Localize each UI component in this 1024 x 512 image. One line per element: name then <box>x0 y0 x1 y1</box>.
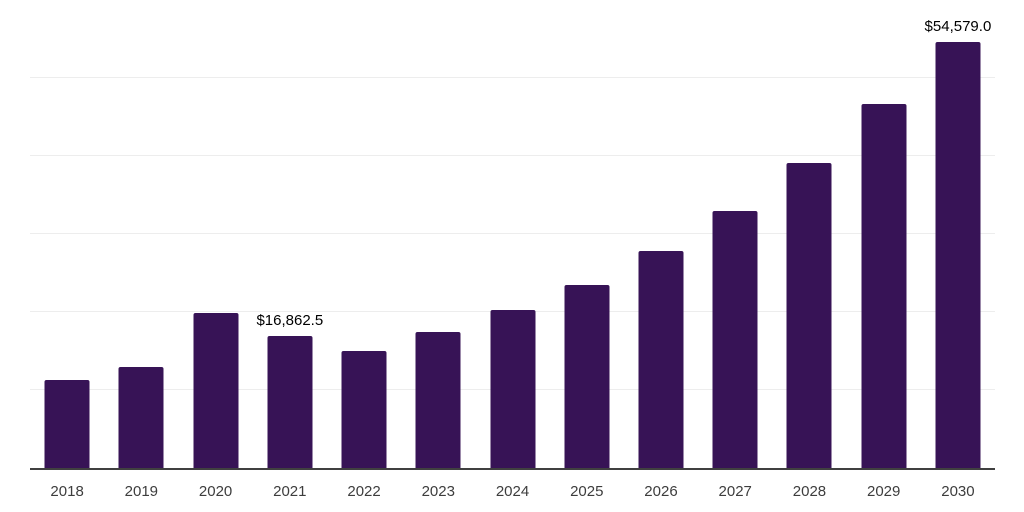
bar-slot-2029 <box>847 2 921 468</box>
bar-2019 <box>118 367 164 468</box>
x-axis-label-2022: 2022 <box>347 483 381 500</box>
bar-slot-2025 <box>550 2 624 468</box>
data-label-2030: $54,579.0 <box>924 18 992 36</box>
bar-2021 <box>267 336 313 468</box>
bar-slot-2024 <box>475 2 549 468</box>
bar-slot-2023 <box>401 2 475 468</box>
bars: $16,862.5 $54,579.0 <box>30 2 995 468</box>
bar-2022 <box>341 351 387 468</box>
plot-area: $16,862.5 $54,579.0 <box>30 2 995 470</box>
bar-2027 <box>712 211 758 468</box>
x-axis-label-2024: 2024 <box>495 483 530 500</box>
bar-slot-2028 <box>772 2 846 468</box>
x-axis-label-2018: 2018 <box>50 483 84 500</box>
bar-slot-2021: $16,862.5 <box>253 2 327 468</box>
bar-2024 <box>490 310 536 468</box>
x-axis-label-2026: 2026 <box>644 483 678 500</box>
x-axis-label-2019: 2019 <box>124 483 159 500</box>
bar-slot-2018 <box>30 2 104 468</box>
x-axis-label-2021: 2021 <box>273 483 307 500</box>
bar-slot-2026 <box>624 2 698 468</box>
gridline <box>30 155 995 156</box>
x-axis-label-2030: 2030 <box>941 483 975 500</box>
bar-slot-2019 <box>104 2 178 468</box>
bar-2018 <box>44 380 90 468</box>
bar-2025 <box>564 284 610 468</box>
x-axis-label-2025: 2025 <box>570 483 604 500</box>
x-axis-label-2028: 2028 <box>792 483 827 500</box>
x-axis-label-2027: 2027 <box>718 483 752 500</box>
gridline <box>30 233 995 234</box>
bar-2023 <box>415 332 461 468</box>
bar-2028 <box>786 163 832 468</box>
bar-2020 <box>193 313 239 468</box>
data-label-2021: $16,862.5 <box>256 312 324 330</box>
bar-2029 <box>861 103 907 468</box>
gridline <box>30 77 995 78</box>
x-axis-label-2029: 2029 <box>867 483 901 500</box>
bar-slot-2020 <box>178 2 252 468</box>
x-axis-label-2020: 2020 <box>198 483 233 500</box>
bar-2026 <box>638 251 684 468</box>
bar-slot-2027 <box>698 2 772 468</box>
x-axis-label-2023: 2023 <box>421 483 455 500</box>
bar-slot-2030: $54,579.0 <box>921 2 995 468</box>
bar-slot-2022 <box>327 2 401 468</box>
x-axis-labels: 2018 2019 2020 2021 2022 2023 2024 2025 2026 2027… <box>30 482 995 502</box>
bar-2030 <box>935 42 981 468</box>
